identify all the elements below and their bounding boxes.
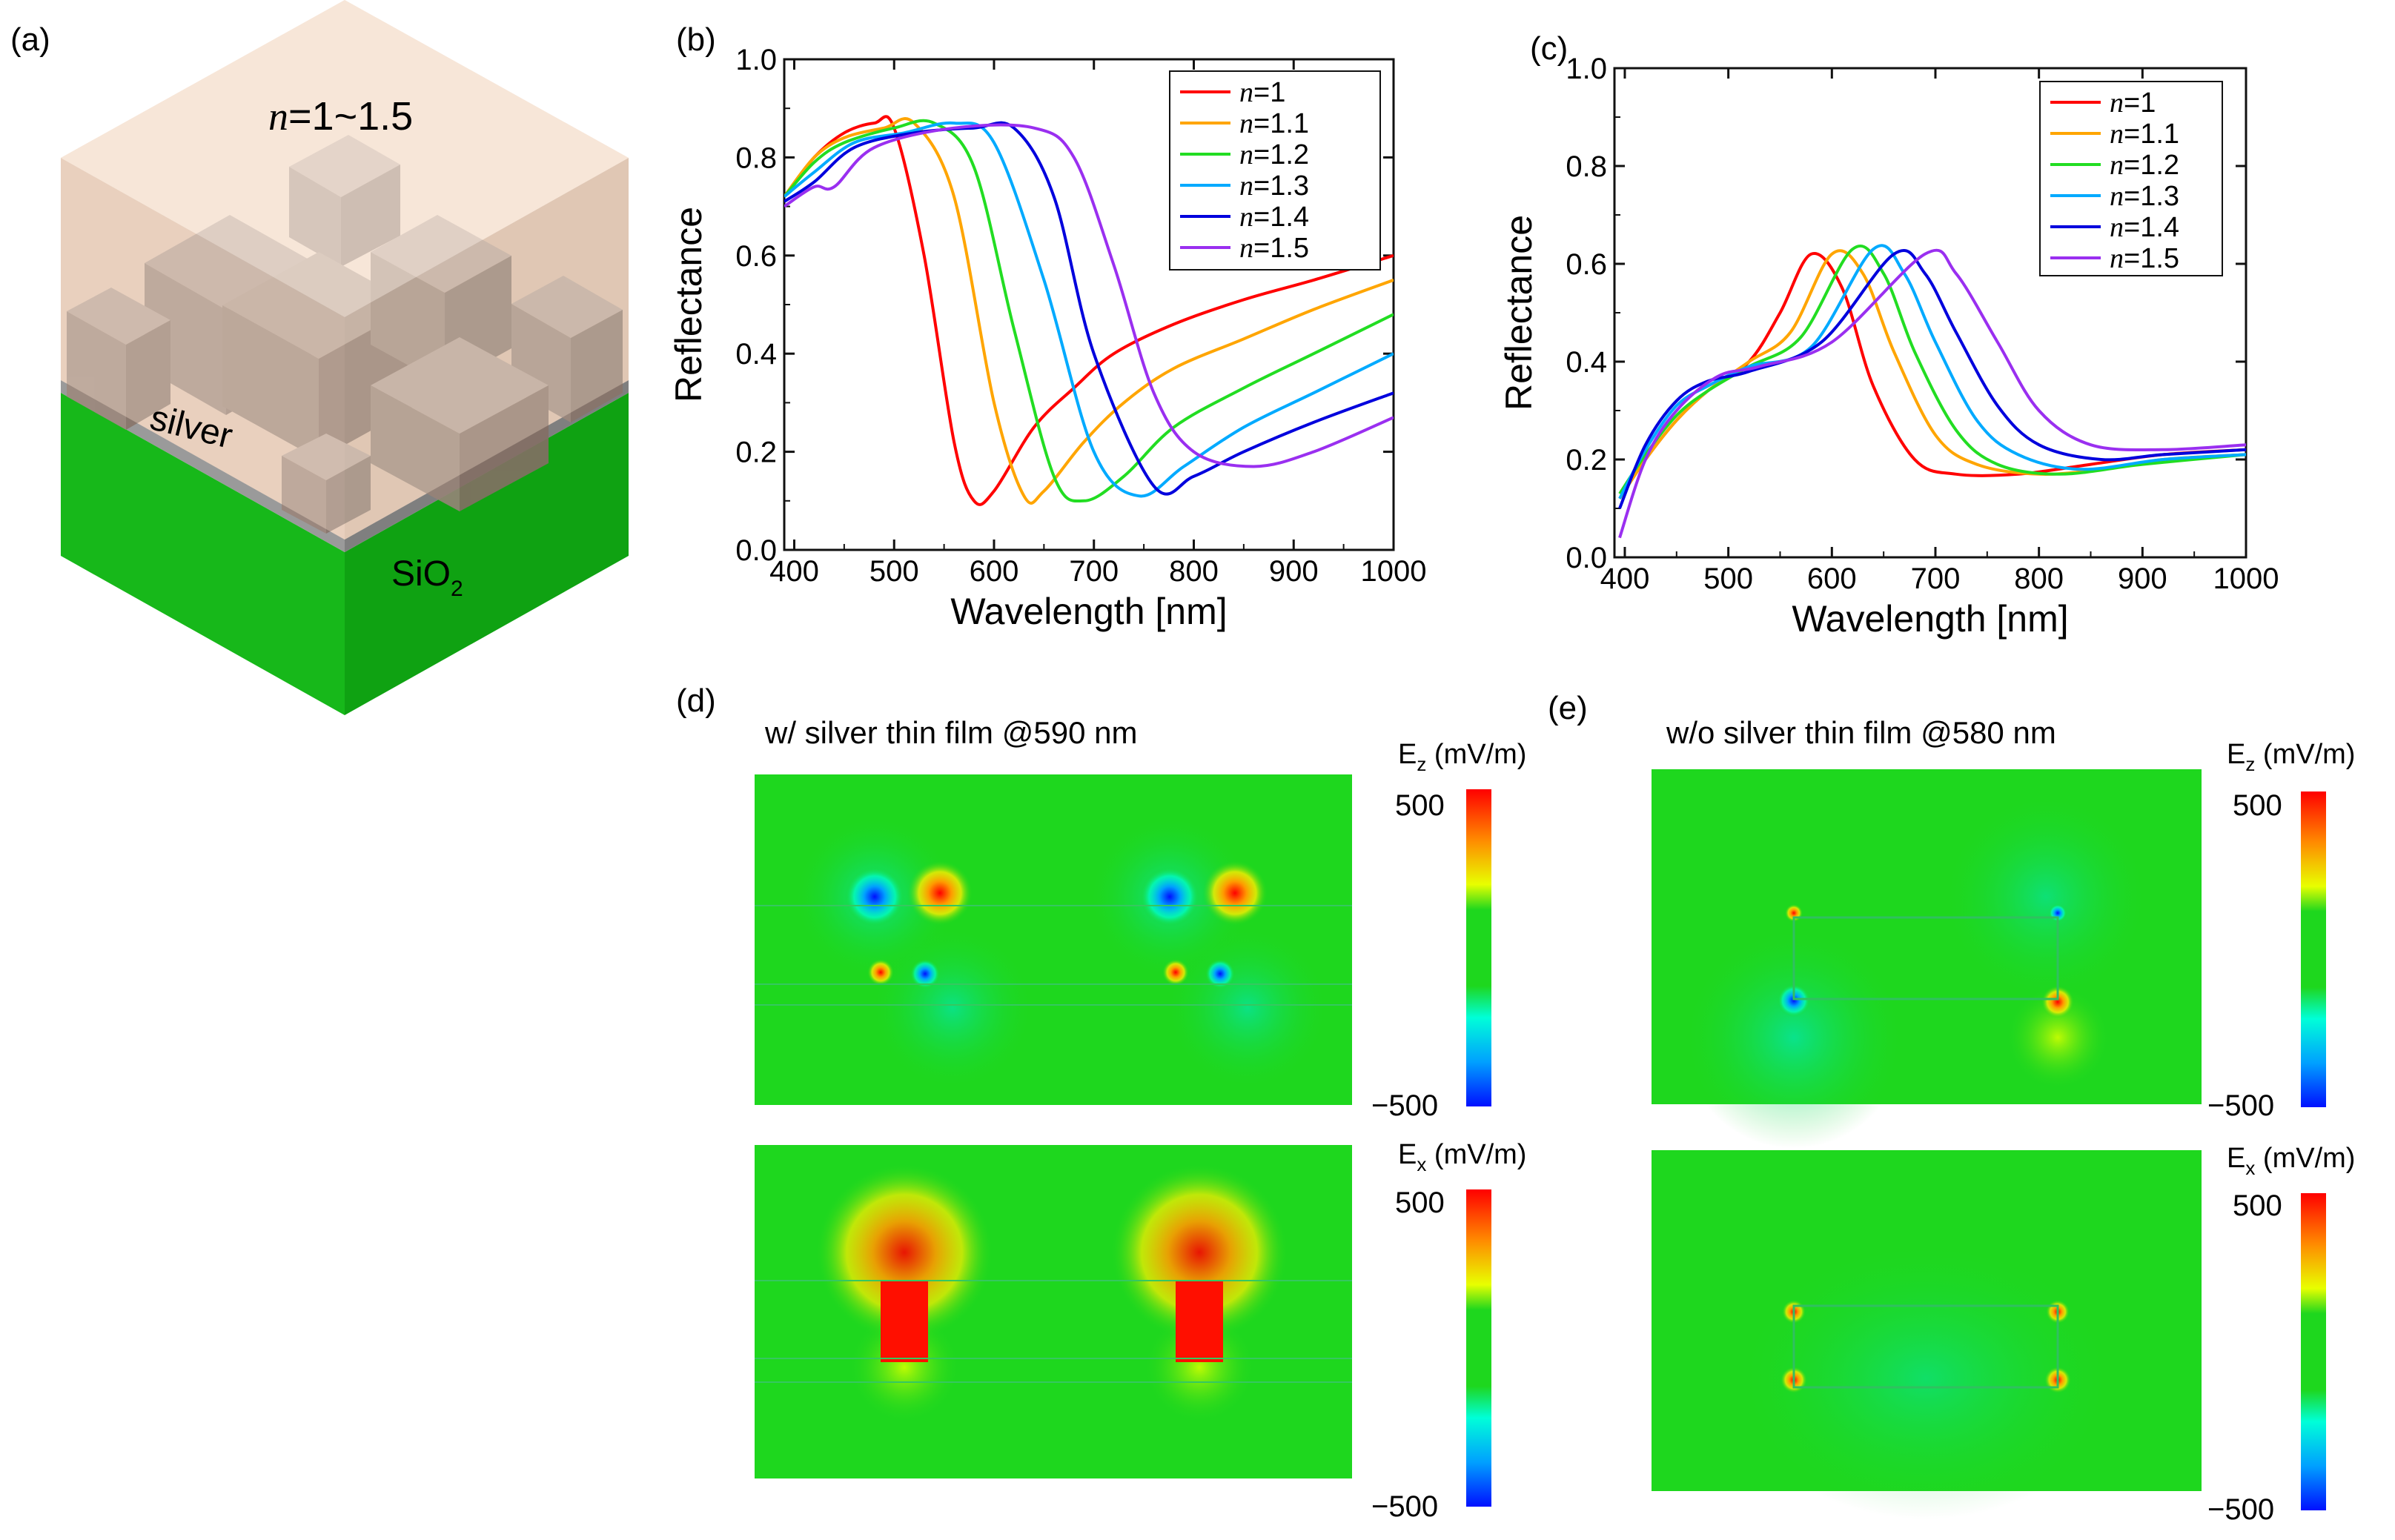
y-tick-label: 0.2 [1566,444,1607,477]
ex-hot-region [881,1281,928,1362]
svg-text:−500: −500 [2207,1493,2274,1526]
ez-field-map-e [1652,769,2202,1149]
legend-label: n=1.2 [1239,139,1309,170]
series-line-3 [784,119,1394,503]
panel-label-c: (c) [1530,30,1568,67]
panel-label-a: (a) [10,21,50,58]
svg-text:−500: −500 [1371,1490,1438,1523]
legend-label: n=1.1 [1239,108,1309,139]
reflectance-chart-b: (b) 400 500 600 700 800 900 1000 0.0 0.2 0.4 0.6 0.… [668,21,1426,632]
x-tick-label: 400 [1600,562,1650,595]
svg-text:Ez (mV/m): Ez (mV/m) [2227,739,2355,775]
x-tick-label: 500 [1703,562,1753,595]
colorbar-max-label: 500 [1395,789,1445,822]
legend-box [2039,81,2223,276]
y-tick-label: 0.0 [1566,542,1607,574]
field-title-e: w/o silver thin film @580 nm [1666,715,2056,750]
x-tick-label: 900 [2118,562,2167,595]
x-tick-label: 700 [1911,562,1961,595]
legend-label: n=1.3 [1239,170,1309,202]
series-line-2 [784,117,1394,505]
ez-hot-spot [907,860,973,926]
series-line-6 [1618,248,2246,539]
svg-text:Ex (mV/m): Ex (mV/m) [2227,1143,2355,1179]
svg-text:−500: −500 [2207,1089,2274,1122]
svg-text:500: 500 [1395,1186,1445,1219]
series-line-3 [1618,244,2246,495]
substrate-right-face [345,393,629,715]
legend-label: n=1.3 [2110,181,2179,212]
x-axis-label: Wavelength [nm] [950,591,1227,632]
series-line-4 [784,121,1394,498]
substrate-left-face [61,393,345,715]
y-tick-label: 0.8 [735,142,777,174]
y-tick-label: 1.0 [1566,53,1607,85]
legend-box [1169,70,1381,271]
y-axis-label: Reflectance [668,207,709,402]
x-tick-label: 900 [1269,555,1319,588]
series-line-5 [784,121,1394,496]
ex-colorbar-d: Ex (mV/m) 500 −500 [1371,1139,1526,1523]
legend-label: n=1.5 [2110,243,2179,274]
x-axis-label: Wavelength [nm] [1792,598,2068,640]
svg-text:500: 500 [2233,1189,2282,1222]
legend-label: n=1 [1239,77,1285,108]
x-tick-label: 1000 [1361,555,1427,588]
y-tick-label: 0.6 [1566,248,1607,281]
cover-index-label: n=1~1.5 [268,94,413,139]
ez-field-map-d [755,774,1352,1105]
series-line-5 [1618,248,2246,509]
legend-label: n=1.4 [2110,212,2179,243]
y-tick-label: 0.8 [1566,150,1607,183]
y-tick-label: 0.4 [735,338,777,371]
legend-label: n=1 [2110,87,2156,119]
svg-text:Ex (mV/m): Ex (mV/m) [1398,1139,1526,1175]
x-tick-label: 500 [869,555,919,588]
ex-colorbar-e: Ex (mV/m) 500 −500 [2207,1143,2355,1526]
y-tick-label: 0.6 [735,240,777,273]
legend-label: n=1.5 [1239,233,1309,264]
x-tick-label: 1000 [2213,562,2279,595]
y-tick-label: 0.0 [735,534,777,567]
series-line-6 [784,123,1394,468]
svg-text:Ez (mV/m): Ez (mV/m) [1398,739,1526,775]
ex-field-map-e [1652,1150,2202,1519]
panel-label-e: (e) [1548,690,1588,726]
x-tick-label: 700 [1069,555,1119,588]
schematic-panel-a: (a) [10,0,629,715]
ez-colorbar-e: Ez (mV/m) 500 −500 [2207,739,2355,1122]
ex-field-map-d [755,1145,1352,1478]
legend-label: n=1.4 [1239,202,1309,233]
sio2-label: SiO2 [391,554,463,601]
panel-label-d: (d) [676,683,716,719]
panel-label-b: (b) [676,21,716,58]
x-tick-label: 600 [970,555,1019,588]
series-line-1 [784,115,1394,506]
x-tick-label: 600 [1807,562,1857,595]
x-tick-label: 800 [1169,555,1219,588]
ez-cold-spot [845,867,904,926]
y-tick-label: 1.0 [735,44,777,76]
series-line-4 [1618,244,2246,499]
colorbar-min-label: −500 [1371,1089,1438,1122]
x-tick-label: 400 [769,555,819,588]
field-panel-e: (e) w/o silver thin film @580 nm Ez (mV/… [1548,690,2355,1526]
ez-colorbar-d: Ez (mV/m) 500 −500 [1371,739,1526,1122]
y-tick-label: 0.4 [1566,346,1607,379]
svg-text:500: 500 [2233,789,2282,822]
reflectance-chart-c: (c) 400 500 600 700 800 900 1000 0.0 0.2 0.4 0.6 0.… [1498,30,2279,640]
y-tick-label: 0.2 [735,437,777,469]
legend-label: n=1.1 [2110,119,2179,150]
field-title-d: w/ silver thin film @590 nm [764,715,1137,750]
field-panel-d: (d) w/ silver thin film @590 nm Ez (mV/m… [676,683,1526,1523]
y-axis-label: Reflectance [1498,215,1540,411]
x-tick-label: 800 [2014,562,2064,595]
legend-label: n=1.2 [2110,150,2179,181]
